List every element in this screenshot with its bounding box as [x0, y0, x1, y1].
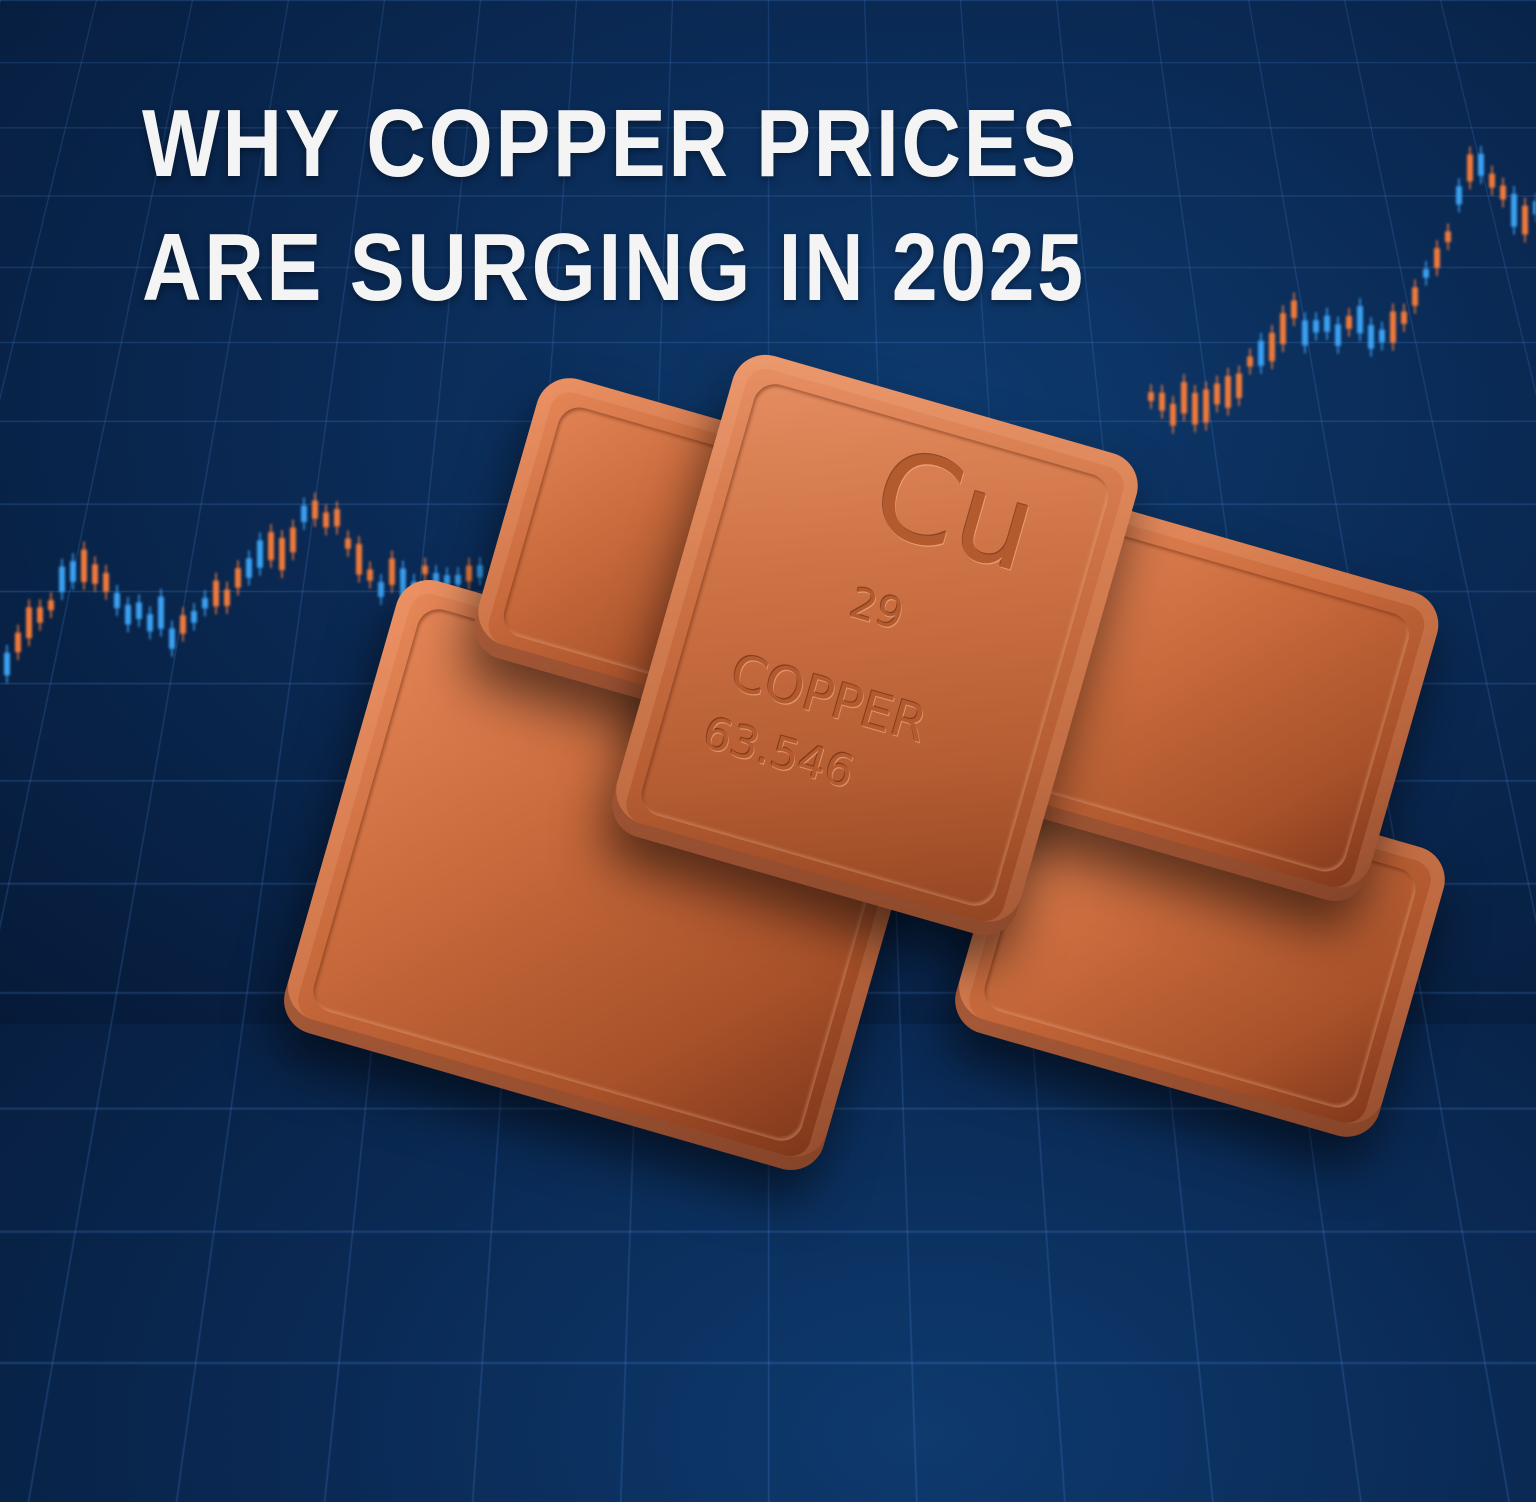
candle	[356, 544, 362, 575]
candle	[389, 558, 395, 585]
candle	[48, 600, 54, 611]
candle	[136, 602, 142, 620]
candle	[70, 561, 76, 582]
candle	[158, 596, 164, 629]
candle	[1258, 340, 1264, 366]
candle	[1412, 287, 1418, 306]
candle	[147, 614, 153, 632]
candle	[422, 565, 428, 575]
candle	[1401, 311, 1407, 324]
candle	[1357, 306, 1363, 334]
candle	[466, 565, 472, 582]
candle	[1511, 194, 1517, 227]
candle	[1478, 153, 1484, 176]
candle	[1456, 186, 1462, 205]
candle	[246, 558, 252, 578]
candle	[1170, 403, 1176, 426]
candle	[202, 598, 208, 609]
candle	[191, 611, 197, 623]
candle	[224, 589, 230, 606]
candle	[1434, 248, 1440, 269]
candle	[279, 537, 285, 571]
candle	[15, 632, 21, 653]
candle	[1368, 325, 1374, 349]
candle	[1181, 382, 1187, 414]
candle	[1214, 383, 1220, 405]
candle	[301, 505, 307, 522]
candle	[114, 592, 120, 609]
candle	[1489, 173, 1495, 188]
candle	[1379, 329, 1385, 343]
candle	[1148, 392, 1154, 402]
candle	[268, 532, 274, 561]
candle	[1203, 389, 1209, 423]
candle	[1313, 320, 1319, 333]
candle	[455, 574, 461, 585]
candle	[103, 572, 109, 592]
candle	[1269, 332, 1275, 362]
candle	[37, 607, 43, 623]
candle	[1236, 373, 1242, 399]
candle	[1324, 315, 1330, 332]
candle	[290, 527, 296, 553]
candle	[378, 582, 384, 597]
candle	[235, 568, 241, 588]
candle	[169, 628, 175, 649]
candle	[257, 540, 263, 568]
candle	[1423, 269, 1429, 278]
candle	[213, 580, 219, 607]
candle	[81, 549, 87, 583]
candle	[367, 569, 373, 581]
candle	[1159, 392, 1165, 411]
candle	[59, 566, 65, 593]
headline-line-2: ARE SURGING IN 2025	[142, 214, 1086, 321]
headline-line-1: WHY COPPER PRICES	[142, 90, 1079, 197]
candle	[1522, 205, 1528, 235]
candle	[1467, 154, 1473, 182]
candle	[4, 652, 10, 676]
candle	[1302, 320, 1308, 346]
candle	[1500, 185, 1506, 200]
candle	[323, 512, 329, 528]
candle	[1280, 313, 1286, 345]
candle	[26, 607, 32, 639]
candle	[312, 500, 318, 519]
headline: WHY COPPER PRICES ARE SURGING IN 2025	[142, 82, 1086, 330]
candle	[444, 575, 450, 585]
candle	[1346, 316, 1352, 329]
candle	[1335, 324, 1341, 346]
candle	[180, 615, 186, 634]
candle	[345, 538, 351, 549]
candle	[92, 564, 98, 584]
candle	[1291, 300, 1297, 319]
candle	[125, 604, 131, 625]
candle	[1225, 376, 1231, 408]
candle	[400, 568, 406, 600]
candle	[1445, 231, 1451, 243]
candle	[1192, 392, 1198, 425]
candle	[334, 509, 340, 527]
candle	[1533, 201, 1536, 215]
candle	[477, 565, 483, 578]
candle	[1390, 311, 1396, 343]
candle	[1247, 356, 1253, 367]
